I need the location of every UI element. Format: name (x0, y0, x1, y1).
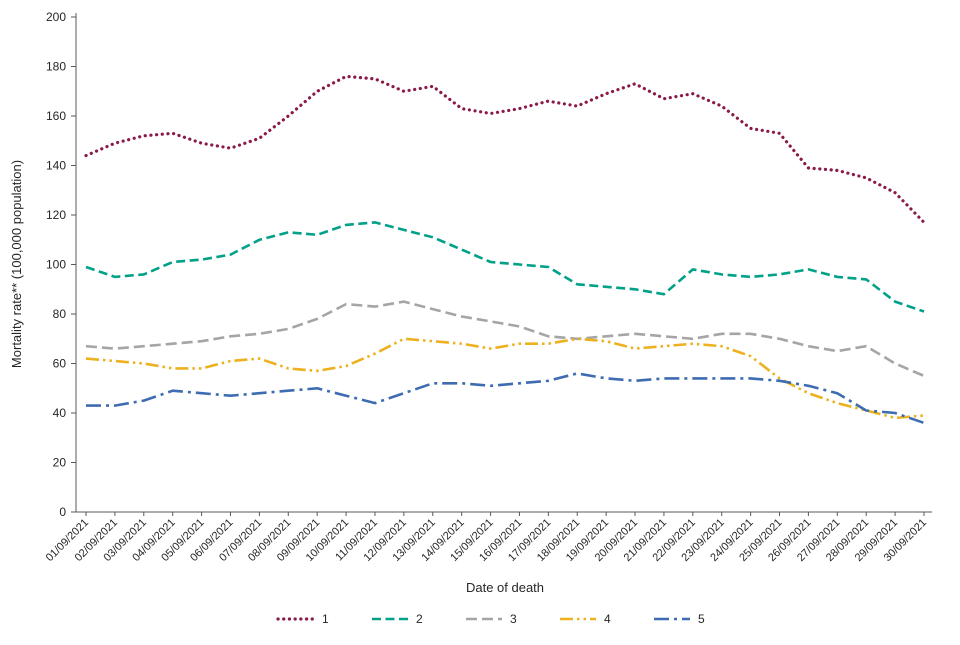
y-tick-label: 140 (46, 159, 66, 173)
y-tick-label: 0 (59, 505, 66, 519)
plot-area: 02040608010012014016018020001/09/202102/… (44, 10, 932, 564)
y-tick-label: 200 (46, 10, 66, 24)
y-tick-label: 160 (46, 109, 66, 123)
y-tick-label: 80 (53, 307, 67, 321)
y-tick-label: 100 (46, 258, 66, 272)
series-line-3 (85, 300, 925, 378)
legend-label-5: 5 (698, 612, 705, 626)
y-tick-label: 180 (46, 60, 66, 74)
x-axis-title: Date of death (466, 580, 544, 595)
legend-item-2: 2 (372, 612, 423, 626)
legend-label-2: 2 (416, 612, 423, 626)
legend-item-4: 4 (560, 612, 611, 626)
legend: 1 2 3 4 5 (276, 612, 705, 626)
y-tick-label: 40 (53, 406, 67, 420)
legend-label-4: 4 (604, 612, 611, 626)
legend-item-1: 1 (276, 612, 329, 626)
y-tick-label: 120 (46, 208, 66, 222)
series-line-2 (85, 221, 925, 313)
series-line-1 (84, 74, 926, 224)
legend-item-5: 5 (654, 612, 705, 626)
series-line-4 (85, 337, 925, 420)
legend-label-1: 1 (322, 612, 329, 626)
legend-label-3: 3 (510, 612, 517, 626)
y-axis-title: Mortality rate** (100,000 population) (9, 160, 24, 368)
y-tick-label: 60 (53, 357, 67, 371)
series-line-5 (86, 372, 925, 425)
y-tick-label: 20 (53, 456, 67, 470)
legend-item-3: 3 (466, 612, 517, 626)
